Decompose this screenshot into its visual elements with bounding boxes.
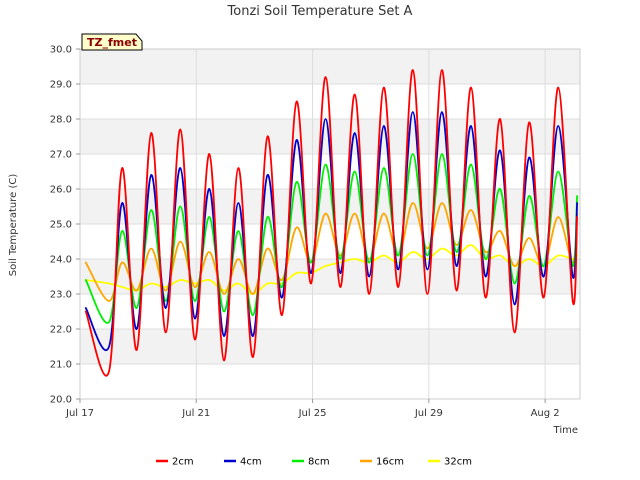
series-line-2cm xyxy=(84,69,578,377)
x-axis-ticks: Jul 17 Jul 21 Jul 25 Jul 29 Aug 2 xyxy=(65,399,560,419)
x-tick-label: Jul 29 xyxy=(414,408,443,419)
series-line-32cm xyxy=(84,244,578,295)
legend-label-4cm: 4cm xyxy=(240,457,262,468)
chart-title: Tonzi Soil Temperature Set A xyxy=(227,4,413,19)
x-tick-label: Jul 21 xyxy=(181,408,210,419)
site-tag-label: TZ_fmet xyxy=(87,36,137,49)
legend-label-8cm: 8cm xyxy=(308,457,330,468)
y-tick-label: 23.0 xyxy=(50,290,72,301)
y-tick-label: 27.0 xyxy=(50,150,72,161)
legend-label-2cm: 2cm xyxy=(172,457,194,468)
site-tag-box xyxy=(81,33,143,51)
y-tick-label: 25.0 xyxy=(50,220,72,231)
y-tick-label: 29.0 xyxy=(50,80,72,91)
series-line-16cm xyxy=(84,202,578,302)
y-tick-label: 24.0 xyxy=(50,255,72,266)
y-axis-label: Soil Temperature (C) xyxy=(8,174,19,277)
y-tick-label: 21.0 xyxy=(50,360,72,371)
y-tick-label: 26.0 xyxy=(50,185,72,196)
series-line-8cm xyxy=(84,153,578,324)
legend-label-32cm: 32cm xyxy=(444,457,472,468)
site-tag: TZ_fmet xyxy=(81,33,143,51)
y-tick-label: 30.0 xyxy=(50,45,72,56)
y-tick-label: 28.0 xyxy=(50,115,72,126)
x-tick-label: Jul 17 xyxy=(65,408,94,419)
legend-label-16cm: 16cm xyxy=(376,457,404,468)
x-axis-label: Time xyxy=(553,425,578,436)
y-tick-label: 20.0 xyxy=(50,395,72,406)
plot-band xyxy=(80,49,580,84)
series-layer xyxy=(84,69,578,377)
y-axis-ticks: 20.0 21.0 22.0 23.0 24.0 25.0 26.0 27.0 28.0 29.0… xyxy=(50,45,80,406)
plot-band xyxy=(80,329,580,364)
x-tick-label: Jul 25 xyxy=(298,408,327,419)
legend: 2cm 4cm 8cm 16cm 32cm xyxy=(156,457,472,468)
y-tick-label: 22.0 xyxy=(50,325,72,336)
x-tick-label: Aug 2 xyxy=(531,408,560,419)
series-line-4cm xyxy=(84,111,578,351)
